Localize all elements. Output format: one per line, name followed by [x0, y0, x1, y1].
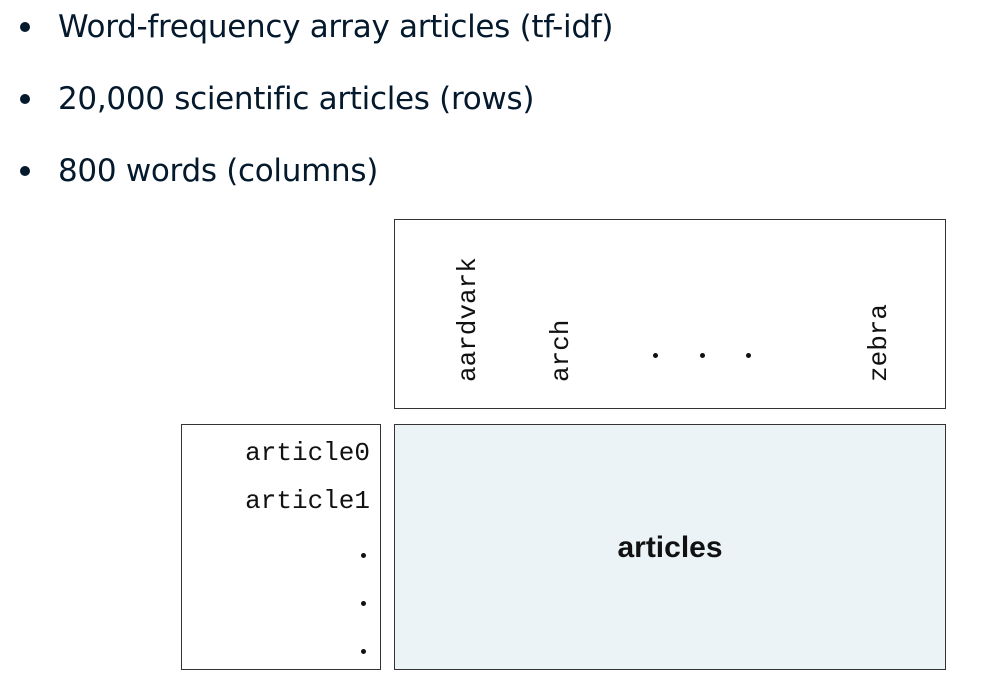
column-label-aardvark: aardvark [453, 257, 483, 382]
bullet-text: 800 words (columns) [58, 153, 378, 189]
column-ellipsis-dot [653, 353, 658, 358]
bullet-dot-icon [20, 166, 30, 176]
column-label-arch: arch [546, 319, 576, 382]
row-ellipsis-dot [361, 649, 366, 654]
row-label-box: article0 article1 [181, 424, 381, 670]
column-label-zebra: zebra [864, 303, 894, 382]
column-ellipsis-dot [700, 353, 705, 358]
row-ellipsis-dot [361, 553, 366, 558]
bullet-text: Word-frequency array articles (tf-idf) [58, 9, 614, 45]
column-ellipsis-dot [746, 353, 751, 358]
matrix-label: articles [617, 531, 723, 564]
row-ellipsis-dot [361, 601, 366, 606]
row-label-article1: article1 [245, 486, 370, 516]
row-label-article0: article0 [245, 438, 370, 468]
column-header-box: aardvark arch zebra [394, 219, 946, 409]
articles-matrix-box: articles [394, 424, 946, 670]
bullet-text: 20,000 scientific articles (rows) [58, 81, 535, 117]
bullet-dot-icon [20, 22, 30, 32]
bullet-dot-icon [20, 94, 30, 104]
